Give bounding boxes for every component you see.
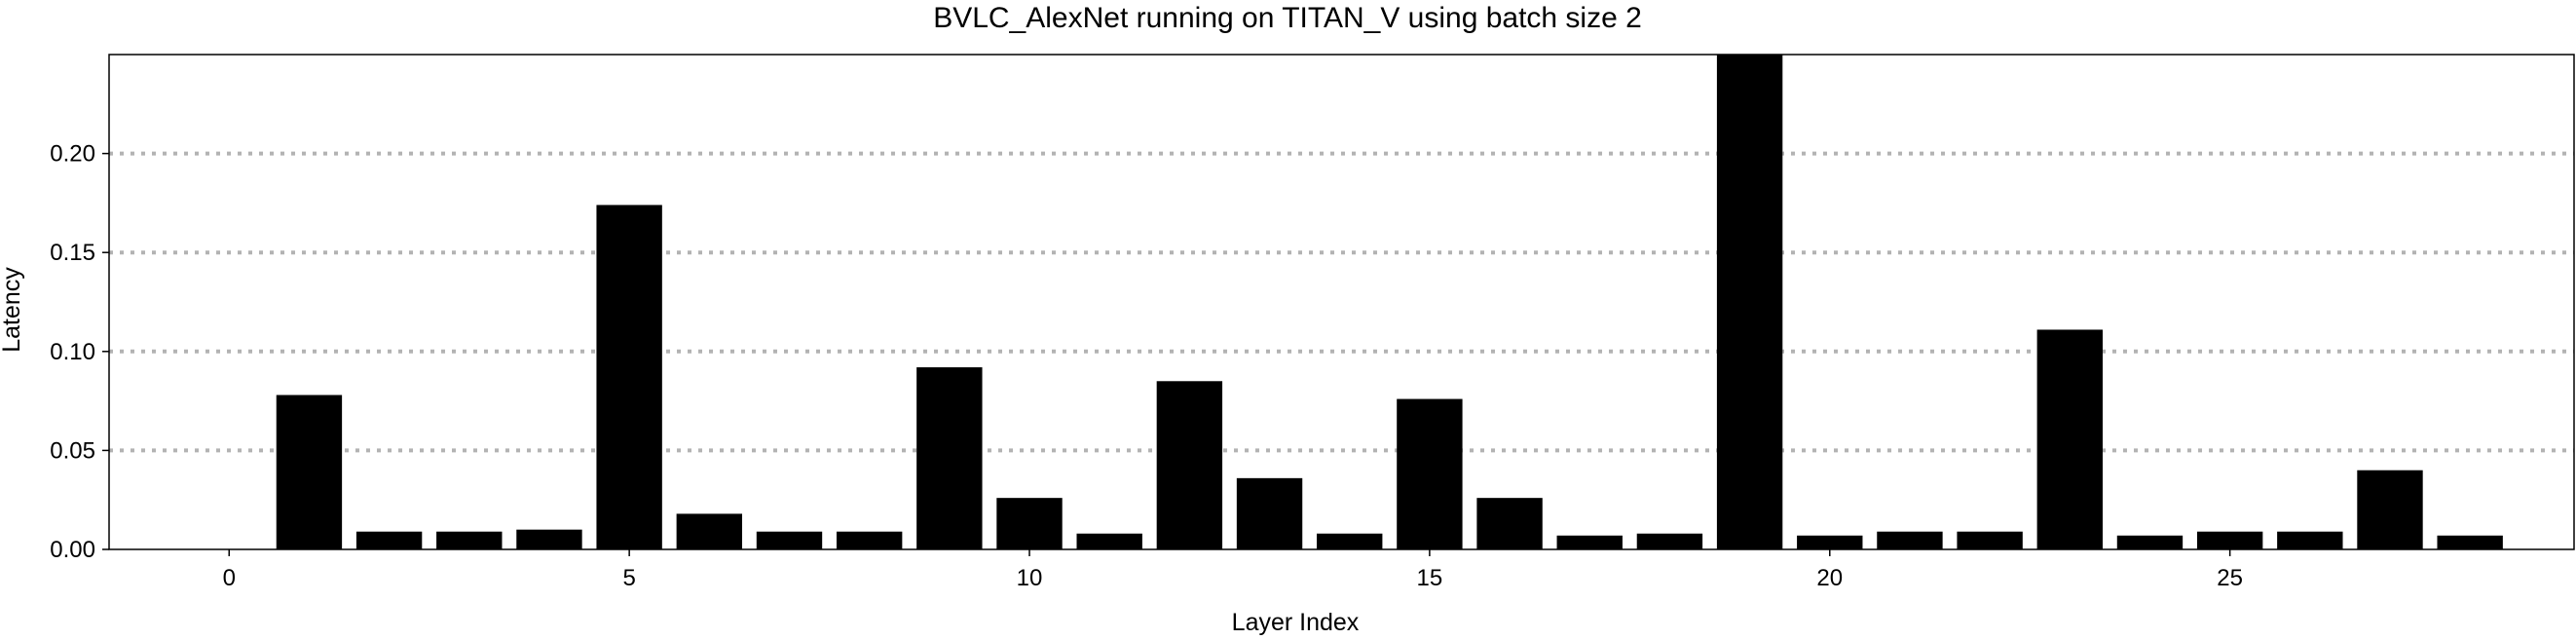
x-tick-label-4: 20 bbox=[1816, 565, 1843, 591]
gridlines bbox=[109, 151, 2574, 453]
bar-layer-27 bbox=[2357, 470, 2423, 549]
x-tick-label-1: 5 bbox=[622, 565, 635, 591]
bar-layer-11 bbox=[1076, 533, 1142, 549]
y-tick-label-0: 0.00 bbox=[50, 537, 95, 563]
y-tick-label-1: 0.05 bbox=[50, 437, 95, 464]
bar-layer-13 bbox=[1236, 477, 1303, 549]
bar-layer-5 bbox=[596, 205, 662, 549]
bar-layer-7 bbox=[756, 531, 823, 549]
bar-layer-20 bbox=[1797, 535, 1863, 549]
bar-layer-24 bbox=[2116, 535, 2184, 549]
x-axis-title: Layer Index bbox=[1232, 609, 1360, 635]
bar-layer-3 bbox=[436, 531, 503, 549]
y-tick-label-4: 0.20 bbox=[50, 141, 95, 168]
bar-layer-9 bbox=[916, 367, 983, 549]
bar-layer-18 bbox=[1636, 533, 1703, 549]
bar-layer-10 bbox=[996, 498, 1063, 549]
chart-title: BVLC_AlexNet running on TITAN_V using ba… bbox=[933, 2, 1642, 34]
bar-layer-26 bbox=[2277, 531, 2343, 549]
bar-layer-19 bbox=[1716, 55, 1783, 549]
bar-layer-1 bbox=[276, 395, 343, 549]
x-axis-ticks: 0 5 10 15 20 25 bbox=[223, 549, 2243, 591]
bar-layer-6 bbox=[676, 513, 743, 549]
y-axis-title: Latency bbox=[0, 267, 25, 353]
x-tick-label-0: 0 bbox=[223, 565, 236, 591]
x-tick-label-5: 25 bbox=[2217, 565, 2243, 591]
bar-layer-4 bbox=[516, 529, 582, 549]
bars bbox=[276, 55, 2503, 549]
bar-layer-28 bbox=[2437, 535, 2503, 549]
x-tick-label-3: 15 bbox=[1417, 565, 1443, 591]
bar-layer-12 bbox=[1156, 381, 1223, 549]
bar-layer-15 bbox=[1397, 398, 1463, 549]
bar-layer-22 bbox=[1957, 531, 2023, 549]
bar-layer-16 bbox=[1476, 498, 1543, 549]
y-tick-label-3: 0.15 bbox=[50, 240, 95, 266]
bar-layer-2 bbox=[355, 531, 423, 549]
bar-layer-8 bbox=[836, 531, 903, 549]
bar-layer-25 bbox=[2196, 531, 2263, 549]
y-axis-ticks: 0.00 0.05 0.10 0.15 0.20 bbox=[50, 141, 109, 563]
bar-layer-23 bbox=[2036, 329, 2103, 549]
plot-frame bbox=[108, 54, 2575, 550]
bar-layer-17 bbox=[1556, 535, 1623, 549]
bar-layer-14 bbox=[1317, 533, 1383, 549]
bar-layer-21 bbox=[1877, 531, 1943, 549]
y-tick-label-2: 0.10 bbox=[50, 339, 95, 365]
x-tick-label-2: 10 bbox=[1017, 565, 1043, 591]
